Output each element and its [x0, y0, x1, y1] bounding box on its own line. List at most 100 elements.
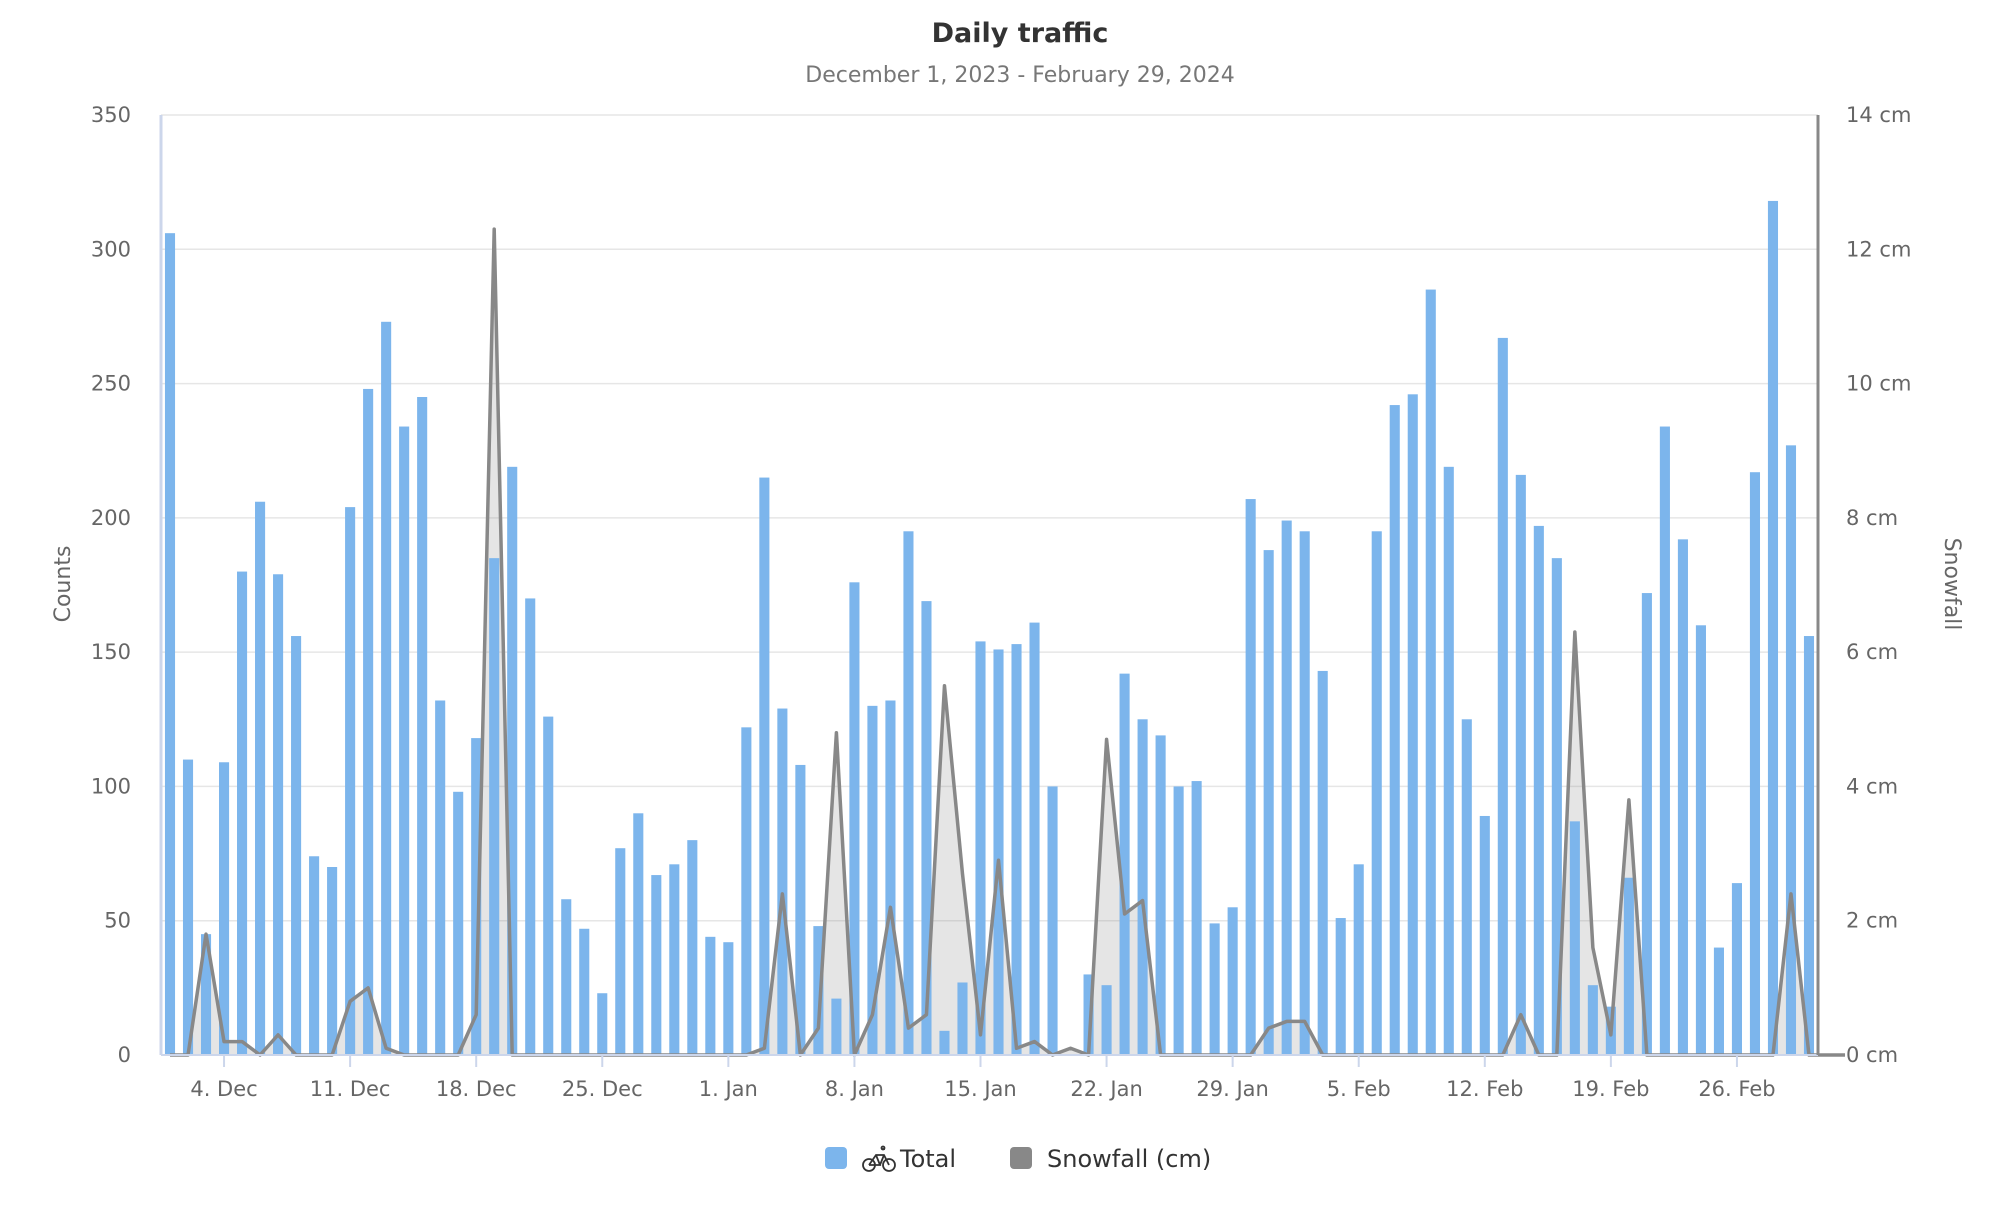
left-axis-tick-label: 200 — [91, 506, 131, 530]
bar-total — [1677, 539, 1688, 1055]
legend-label-total: Total — [899, 1145, 956, 1173]
bar-total — [543, 716, 554, 1055]
bar-total — [471, 738, 482, 1055]
right-axis-tick-label: 8 cm — [1846, 506, 1898, 530]
bar-total — [1011, 644, 1022, 1055]
bar-total — [1029, 622, 1040, 1055]
bar-total — [182, 759, 194, 1055]
x-axis-tick-label: 19. Feb — [1572, 1077, 1649, 1101]
right-axis-tick-label: 6 cm — [1846, 640, 1898, 664]
bar-total — [1551, 558, 1562, 1055]
right-axis-tick-label: 10 cm — [1846, 372, 1911, 396]
bar-total — [1497, 337, 1508, 1055]
bar-total — [1371, 531, 1382, 1055]
right-axis-tick-label: 14 cm — [1846, 103, 1911, 127]
bar-total — [1425, 289, 1436, 1055]
bar-total — [957, 982, 968, 1055]
bar-total — [1749, 472, 1761, 1055]
bar-total — [1353, 864, 1364, 1055]
x-axis-tick-label: 8. Jan — [825, 1077, 884, 1101]
bar-total — [1173, 786, 1184, 1055]
left-axis-tick-label: 300 — [91, 237, 131, 261]
bar-total — [813, 926, 824, 1055]
bar-total — [615, 848, 626, 1055]
axes — [159, 115, 1820, 1067]
bar-total — [1623, 877, 1634, 1055]
bar-total — [1767, 200, 1779, 1055]
bicycle-icon — [862, 1145, 896, 1172]
bar-total — [345, 507, 356, 1055]
legend-item-total[interactable]: Total — [825, 1145, 956, 1173]
legend-swatch-total — [825, 1147, 847, 1169]
bar-total — [1569, 821, 1580, 1055]
bar-total — [1731, 883, 1742, 1055]
bar-total — [1227, 907, 1238, 1055]
right-axis-tick-label: 0 cm — [1846, 1043, 1898, 1067]
bar-total — [309, 856, 320, 1055]
right-axis-tick-labels: 0 cm 2 cm 4 cm 6 cm 8 cm 10 cm 12 cm 14 cm — [1846, 103, 1911, 1067]
bar-total — [759, 477, 770, 1055]
bar-total — [453, 791, 464, 1055]
bar-total — [1389, 405, 1400, 1055]
bar-total — [1299, 531, 1310, 1055]
left-axis-tick-label: 350 — [91, 103, 131, 127]
left-axis-tick-label: 50 — [104, 909, 131, 933]
bar-total — [687, 840, 698, 1055]
bar-total — [885, 700, 896, 1055]
bar-total — [1209, 923, 1220, 1055]
bar-total — [1101, 985, 1112, 1055]
bar-total — [669, 864, 680, 1055]
bar-total — [273, 574, 284, 1055]
bar-total — [1155, 735, 1166, 1055]
bar-total — [831, 998, 842, 1055]
bar-total — [1695, 625, 1706, 1055]
x-axis-tick-label: 29. Jan — [1196, 1077, 1268, 1101]
bar-total — [777, 708, 788, 1055]
bar-total — [381, 321, 392, 1055]
bar-total — [435, 700, 446, 1055]
bar-total — [993, 649, 1004, 1055]
bar-total — [525, 598, 536, 1055]
bar-total — [867, 705, 878, 1055]
bar-total — [795, 764, 806, 1055]
bar-total — [1245, 499, 1256, 1055]
bar-total — [597, 993, 608, 1055]
legend: Total Snowfall (cm) — [825, 1145, 1211, 1173]
bar-total — [1047, 786, 1058, 1055]
bar-total — [579, 928, 590, 1055]
bar-total — [417, 397, 428, 1055]
right-axis-tick-label: 2 cm — [1846, 909, 1898, 933]
left-axis-tick-label: 100 — [91, 774, 131, 798]
bar-total — [1533, 525, 1544, 1055]
bar-total — [1587, 985, 1598, 1055]
bar-total — [1479, 815, 1490, 1055]
legend-item-snowfall[interactable]: Snowfall (cm) — [1010, 1145, 1211, 1173]
bar-total — [1803, 636, 1815, 1055]
bar-total — [164, 233, 176, 1056]
legend-label-snowfall: Snowfall (cm) — [1047, 1145, 1211, 1173]
x-axis-tick-label: 1. Jan — [699, 1077, 758, 1101]
left-axis-tick-label: 250 — [91, 372, 131, 396]
bar-total — [1785, 445, 1797, 1056]
bar-total — [1641, 593, 1652, 1055]
bar-total — [633, 813, 644, 1055]
bar-total — [489, 558, 500, 1055]
bar-total — [921, 601, 932, 1055]
bar-total — [1443, 466, 1454, 1056]
bar-total — [1335, 918, 1346, 1055]
bar-total — [327, 867, 338, 1055]
bar-total — [1137, 719, 1148, 1055]
bar-total — [723, 942, 734, 1055]
left-axis-tick-label: 0 — [118, 1043, 131, 1067]
bar-total — [507, 466, 518, 1056]
left-axis-tick-labels: 0 50 100 150 200 250 300 350 — [91, 103, 131, 1067]
bar-total — [561, 899, 572, 1055]
right-axis-tick-label: 4 cm — [1846, 774, 1898, 798]
bar-total — [975, 641, 986, 1055]
bar-total — [1119, 673, 1130, 1055]
bar-total — [399, 426, 410, 1055]
bar-total — [219, 762, 230, 1055]
bar-total — [1713, 947, 1724, 1055]
x-axis-tick-label: 12. Feb — [1446, 1077, 1523, 1101]
